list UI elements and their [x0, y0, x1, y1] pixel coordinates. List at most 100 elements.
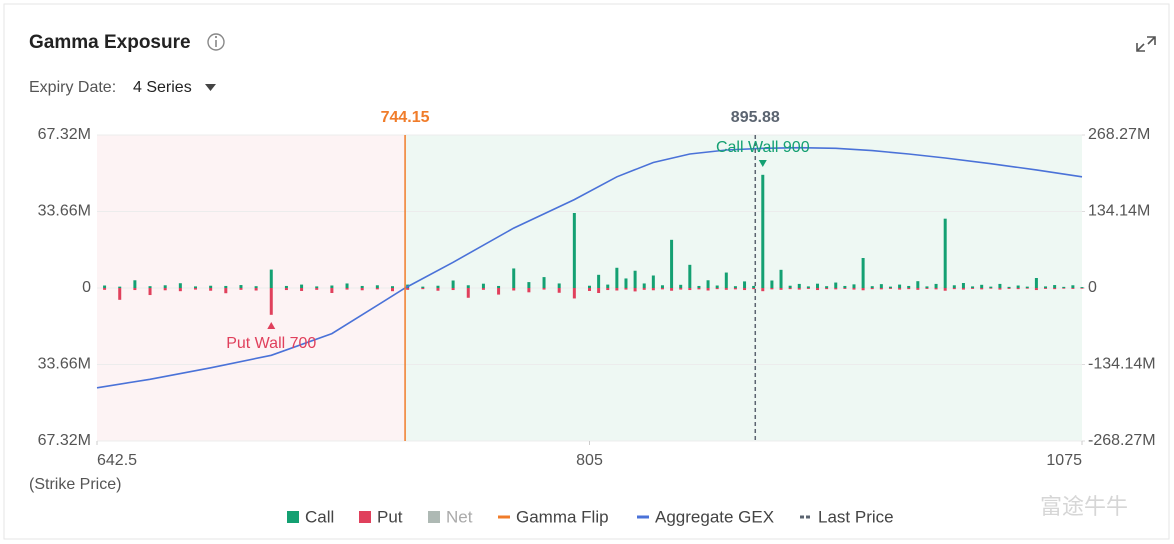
- chart-title: Gamma Exposure: [29, 32, 191, 53]
- put-bar: [971, 288, 975, 289]
- call-bar: [615, 267, 619, 288]
- legend-swatch: [287, 511, 299, 523]
- legend-label: Last Price: [818, 507, 894, 526]
- put-bar: [239, 288, 243, 290]
- put-bar: [391, 288, 394, 292]
- put-bar: [1080, 288, 1084, 289]
- put-bar: [103, 288, 107, 290]
- call-bar: [254, 286, 258, 288]
- x-tick-label: 642.5: [97, 452, 137, 469]
- call-bar: [466, 285, 470, 288]
- call-bar: [330, 285, 334, 288]
- legend-item[interactable]: Call: [287, 507, 334, 526]
- put-bar: [436, 288, 440, 291]
- put-bar: [770, 288, 774, 290]
- put-bar: [788, 288, 792, 290]
- call-bar: [788, 285, 792, 288]
- call-bar: [697, 285, 701, 288]
- put-bar: [527, 288, 531, 293]
- legend-item[interactable]: Last Price: [800, 507, 894, 526]
- call-bar: [752, 285, 756, 288]
- put-bar: [1025, 288, 1029, 289]
- call-bar: [360, 285, 364, 288]
- call-bar: [118, 286, 122, 288]
- call-bar: [606, 284, 610, 288]
- put-bar: [888, 288, 892, 289]
- put-bar: [934, 288, 938, 290]
- put-bar: [284, 288, 288, 291]
- put-bar: [715, 288, 719, 290]
- put-bar: [1016, 288, 1020, 290]
- last-price-label: 895.88: [731, 109, 780, 126]
- call-bar: [688, 264, 692, 288]
- call-bar: [542, 277, 546, 288]
- put-bar: [907, 288, 911, 290]
- call-bar: [879, 284, 883, 288]
- call-bar: [163, 285, 167, 288]
- put-bar: [761, 288, 765, 292]
- put-bar: [670, 288, 674, 291]
- put-bar: [879, 288, 883, 290]
- put-bar: [315, 288, 319, 290]
- call-bar: [642, 283, 646, 288]
- put-bar: [1062, 288, 1066, 289]
- put-bar: [606, 288, 610, 291]
- call-bar: [898, 284, 902, 288]
- y-tick-label: 67.32M: [38, 432, 91, 449]
- x-tick-label: 1075: [1046, 452, 1082, 469]
- dropdown-arrow[interactable]: [205, 84, 216, 91]
- call-bar: [651, 275, 655, 288]
- put-bar: [688, 288, 692, 291]
- put-bar: [466, 288, 470, 298]
- gamma-flip-label: 744.15: [381, 109, 430, 126]
- call-bar: [194, 286, 197, 288]
- info-icon[interactable]: [207, 33, 225, 51]
- call-bar: [224, 285, 228, 288]
- put-bar: [624, 288, 628, 290]
- put-bar: [360, 288, 364, 291]
- call-bar: [797, 283, 801, 288]
- call-bar: [1053, 285, 1057, 288]
- y2-tick-label: -268.27M: [1088, 432, 1156, 449]
- put-bar: [481, 288, 485, 290]
- put-bar: [300, 288, 304, 291]
- put-bar: [743, 288, 747, 291]
- legend-item[interactable]: Put: [359, 507, 403, 526]
- put-bar: [925, 288, 929, 289]
- call-bar: [1034, 278, 1038, 288]
- expand-icon[interactable]: [1136, 36, 1156, 52]
- legend-label: Net: [446, 507, 473, 526]
- call-bar: [660, 285, 664, 288]
- put-bar: [943, 288, 947, 291]
- x-tick-label: 805: [576, 452, 603, 469]
- call-bar: [989, 286, 993, 288]
- call-bar: [633, 270, 637, 288]
- put-bar: [861, 288, 865, 291]
- put-bar: [163, 288, 167, 291]
- call-bar: [1007, 286, 1011, 288]
- call-bar: [572, 213, 576, 288]
- call-bar: [843, 285, 847, 288]
- call-bar: [481, 283, 485, 288]
- put-bar: [597, 288, 601, 293]
- put-bar: [615, 288, 619, 291]
- call-bar: [239, 285, 243, 288]
- put-bar: [194, 288, 197, 290]
- legend-item[interactable]: Aggregate GEX: [637, 507, 774, 526]
- call-bar: [375, 285, 379, 288]
- call-bar: [952, 285, 956, 288]
- put-bar: [542, 288, 546, 290]
- legend-item[interactable]: Net: [428, 507, 473, 526]
- put-bar: [834, 288, 838, 290]
- expiry-select[interactable]: 4 Series: [133, 79, 192, 96]
- call-bar: [527, 282, 531, 288]
- call-bar: [436, 285, 440, 288]
- put-bar: [779, 288, 783, 290]
- put-bar: [870, 288, 874, 290]
- legend-item[interactable]: Gamma Flip: [498, 507, 609, 526]
- call-bar: [670, 239, 674, 288]
- put-bar: [497, 288, 501, 295]
- call-bar: [269, 269, 273, 288]
